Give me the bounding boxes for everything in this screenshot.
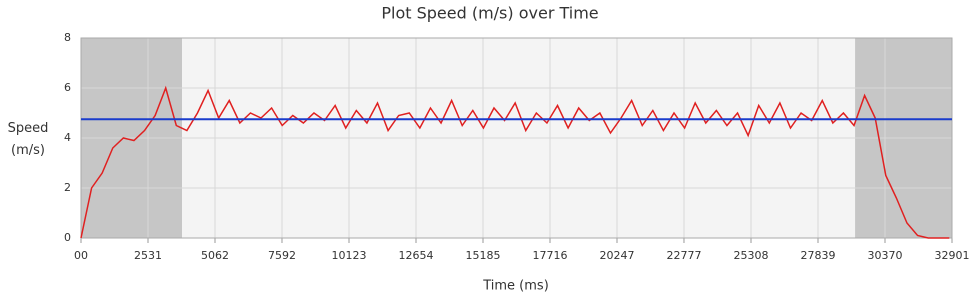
x-axis-label: Time (ms)	[482, 279, 549, 294]
y-tick-label: 6	[64, 81, 71, 94]
y-tick-label: 0	[64, 231, 71, 244]
x-tick-label: 5062	[201, 249, 229, 262]
y-tick-label: 2	[64, 181, 71, 194]
x-tick-label: 00	[74, 249, 88, 262]
x-tick-label: 17716	[533, 249, 568, 262]
x-tick-label: 12654	[398, 249, 433, 262]
x-tick-label: 20247	[600, 249, 635, 262]
speed-line	[80, 85, 950, 239]
y-tick-label: 8	[64, 31, 71, 44]
x-tick-label: 7592	[268, 249, 296, 262]
chart-title: Plot Speed (m/s) over Time	[381, 4, 598, 23]
y-tick-label: 4	[64, 131, 71, 144]
y-axis-label: Speed (m/s)	[7, 121, 49, 158]
x-tick-label: 22777	[666, 249, 701, 262]
x-tick-label: 25308	[733, 249, 768, 262]
x-tick-label: 30370	[867, 249, 902, 262]
x-tick-label: 27839	[800, 249, 835, 262]
x-tick-label: 32901	[935, 249, 970, 262]
x-tick-label: 2531	[134, 249, 162, 262]
x-tick-label: 10123	[331, 249, 366, 262]
plot-border	[80, 37, 953, 239]
x-tick-label: 15185	[465, 249, 500, 262]
